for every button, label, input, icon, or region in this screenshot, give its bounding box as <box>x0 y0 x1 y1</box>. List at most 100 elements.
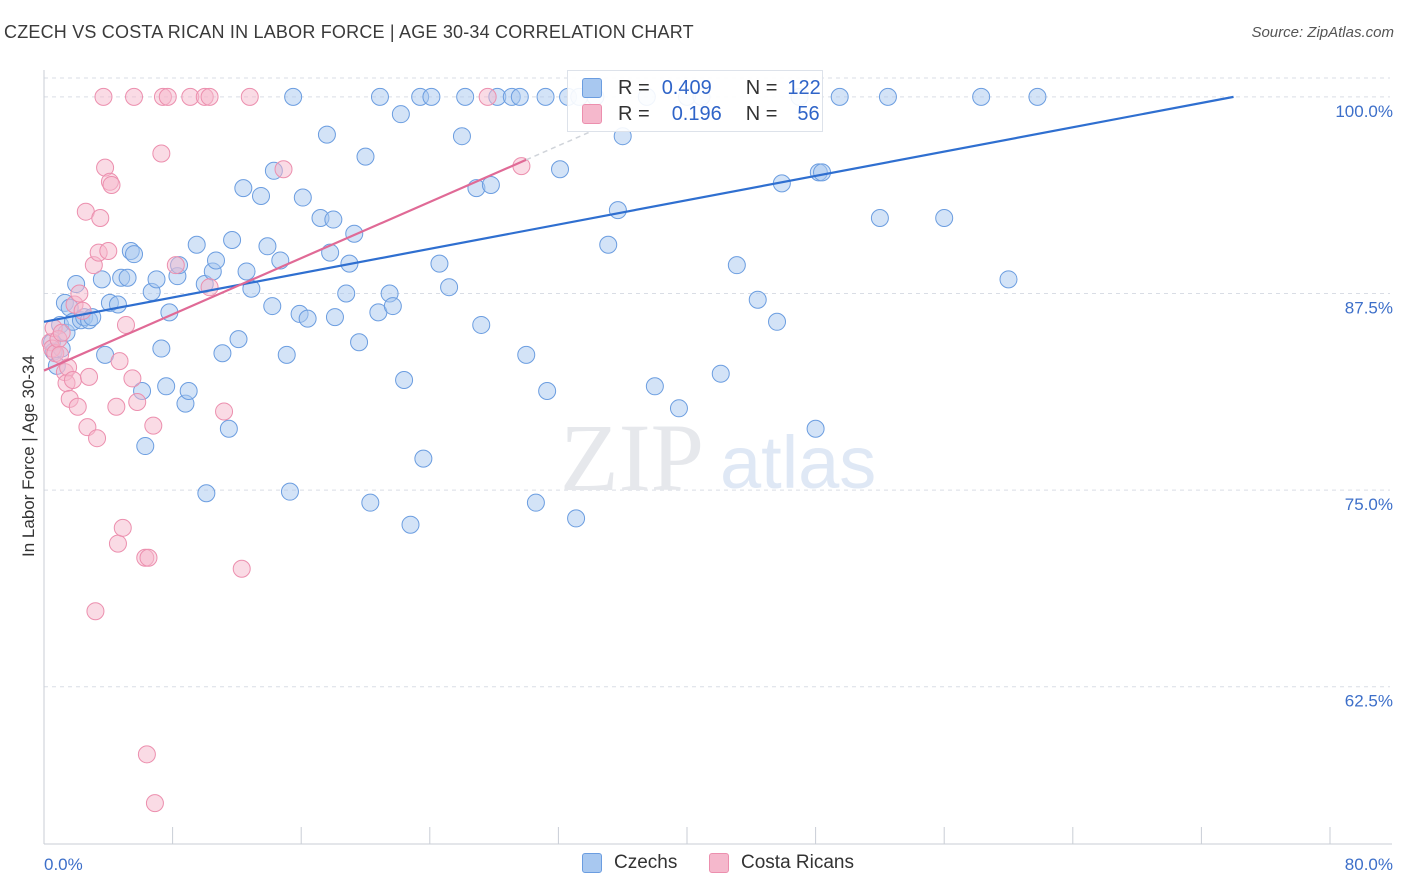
y-tick-label: 62.5% <box>1345 692 1393 711</box>
y-axis-label: In Labor Force | Age 30-34 <box>19 355 38 557</box>
costa-ricans-point <box>128 393 147 412</box>
costa-ricans-point <box>63 370 82 389</box>
czechs-point <box>152 339 171 358</box>
costa-ricans-point <box>200 278 219 297</box>
costa-ricans-point <box>274 160 293 179</box>
czechs-point <box>187 235 206 254</box>
czechs-point <box>422 87 441 106</box>
czechs-point <box>229 330 248 349</box>
czechs-point <box>197 484 216 503</box>
costa-ricans-point <box>232 559 251 578</box>
czechs-point <box>213 344 232 363</box>
stats-legend: R = 0.409 N = 122 R = 0.196 N = 56 <box>567 70 823 132</box>
czechs-point <box>108 295 127 314</box>
costa-ricans-point <box>116 315 135 334</box>
czechs-point <box>645 377 664 396</box>
czechs-point <box>813 163 832 182</box>
watermark-zip: ZIP <box>560 404 704 511</box>
costa-ricans-point <box>166 256 185 275</box>
czechs-point <box>298 309 317 328</box>
costa-ricans-point <box>137 745 156 764</box>
czechs-point <box>669 399 688 418</box>
costa-ricans-legend-swatch <box>709 853 729 873</box>
czechs-point <box>277 345 296 364</box>
czechs-point <box>536 87 555 106</box>
chart-title: CZECH VS COSTA RICAN IN LABOR FORCE | AG… <box>4 22 694 42</box>
czechs-point <box>280 482 299 501</box>
costa-ricans-point <box>144 416 163 435</box>
czechs-point <box>972 87 991 106</box>
costa-ricans-point <box>94 87 113 106</box>
czechs-point <box>317 125 336 144</box>
costa-ricans-swatch <box>582 104 602 124</box>
czechs-point <box>147 270 166 289</box>
czechs-point <box>125 245 144 264</box>
czechs-point <box>414 449 433 468</box>
costa-ricans-point <box>152 144 171 163</box>
czechs-point <box>324 210 343 229</box>
costa-ricans-point <box>52 323 71 342</box>
czechs-point <box>599 235 618 254</box>
czechs-point <box>293 188 312 207</box>
costa-ricans-point <box>70 284 89 303</box>
czechs-point <box>219 419 238 438</box>
tick-labels: 62.5% 75.0% 87.5% 100.0% 0.0% 80.0% <box>44 102 1393 874</box>
czechs-point <box>350 333 369 352</box>
costa-ricans-point <box>99 242 118 261</box>
czechs-point <box>870 208 889 227</box>
costa-ricans-point <box>123 369 142 388</box>
czechs-point <box>768 312 787 331</box>
czechs-point <box>401 515 420 534</box>
legend-item-czechs[interactable]: Czechs <box>582 852 677 874</box>
costa-ricans-point <box>512 157 531 176</box>
czechs-point <box>711 364 730 383</box>
czechs-point <box>456 87 475 106</box>
czechs-point <box>472 315 491 334</box>
czechs-point <box>538 382 557 401</box>
costa-ricans-point <box>215 402 234 421</box>
legend-item-costa-ricans[interactable]: Costa Ricans <box>709 852 854 874</box>
czechs-point <box>345 224 364 243</box>
czechs-point <box>370 87 389 106</box>
czechs-point <box>118 268 137 287</box>
czechs-point <box>207 251 226 270</box>
x-tick-label-max: 80.0% <box>1345 855 1393 874</box>
czechs-point <box>337 284 356 303</box>
gridlines <box>44 77 1390 688</box>
czechs-swatch <box>582 78 602 98</box>
source-credit: Source: ZipAtlas.com <box>1251 24 1394 41</box>
czechs-point <box>136 437 155 456</box>
czechs-point <box>935 208 954 227</box>
czechs-point <box>878 87 897 106</box>
czechs-point <box>608 201 627 220</box>
czechs-point <box>567 509 586 528</box>
czechs-point <box>526 493 545 512</box>
costa-ricans-point <box>145 794 164 813</box>
costa-ricans-point <box>80 367 99 386</box>
czechs-point <box>356 147 375 166</box>
czechs-r-value: 0.409 <box>661 76 712 99</box>
y-tick-label: 87.5% <box>1345 298 1393 317</box>
costa-ricans-trend-line <box>43 158 527 372</box>
costa-ricans-points <box>41 87 531 813</box>
costa-ricans-point <box>125 87 144 106</box>
y-tick-label: 75.0% <box>1345 495 1393 514</box>
czechs-point <box>395 370 414 389</box>
czechs-point <box>284 87 303 106</box>
legend-row-costa-ricans: R = 0.196 N = 56 <box>582 102 820 126</box>
costa-ricans-point <box>139 548 158 567</box>
costa-ricans-point <box>68 397 87 416</box>
y-tick-label: 100.0% <box>1335 102 1393 121</box>
czechs-point <box>391 105 410 124</box>
czechs-point <box>517 345 536 364</box>
czechs-point <box>179 382 198 401</box>
watermark-atlas: atlas <box>720 421 876 504</box>
x-tick-label-min: 0.0% <box>44 855 83 874</box>
czechs-point <box>234 179 253 198</box>
czechs-point <box>325 308 344 327</box>
czechs-point <box>440 278 459 297</box>
costa-n-value: 56 <box>797 102 820 125</box>
costa-ricans-point <box>240 87 259 106</box>
czechs-point <box>263 297 282 316</box>
czechs-point <box>252 186 271 205</box>
